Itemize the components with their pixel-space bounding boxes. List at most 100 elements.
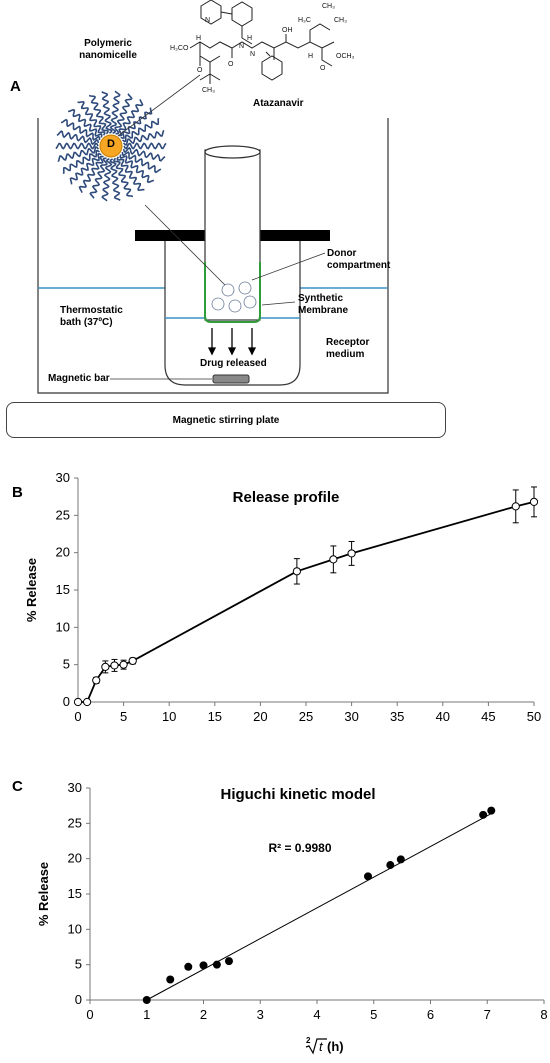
chart-title: Release profile xyxy=(233,489,340,506)
donor-tube-rim xyxy=(204,145,261,159)
polymer-chain xyxy=(67,108,103,138)
y-tick-label: 10 xyxy=(56,619,70,634)
thermostatic-bath-label: Thermostatic bath (37ºC) xyxy=(60,305,123,328)
polymer-chain xyxy=(109,158,121,201)
data-point xyxy=(292,567,301,576)
polymer-chain xyxy=(118,99,144,137)
data-point xyxy=(347,549,356,558)
n2-label: N xyxy=(250,51,255,58)
polymer-chain xyxy=(101,158,113,202)
data-point xyxy=(329,555,338,564)
h1-label: H xyxy=(196,35,201,42)
phenyl-ring-top xyxy=(231,1,253,27)
polymer-chain xyxy=(60,118,101,141)
data-point xyxy=(128,656,137,666)
x-tick-label: 1 xyxy=(143,1007,150,1022)
ch3-mid-label: CH₃ xyxy=(334,17,347,24)
data-point xyxy=(511,502,520,511)
drug-core-icon xyxy=(99,134,123,158)
phenyl-ring-bottom xyxy=(261,55,283,81)
h3-label: H xyxy=(308,53,313,60)
ch3-top-label: CH₃ xyxy=(322,3,335,10)
ch3-bottom-label: CH₃ xyxy=(202,87,215,94)
x-tick-label: 45 xyxy=(481,709,495,724)
polymer-chain xyxy=(56,130,100,146)
data-point xyxy=(166,975,175,984)
x-tick-label: 3 xyxy=(257,1007,264,1022)
o3-label: O xyxy=(320,65,326,72)
y-axis-label: % Release xyxy=(36,862,51,926)
x-tick-label: 5 xyxy=(120,709,127,724)
support-clamp-left xyxy=(135,230,210,241)
x-tick-label: 15 xyxy=(208,709,222,724)
atazanavir-label: Atazanavir xyxy=(253,98,304,109)
data-point xyxy=(110,661,119,670)
y-tick-label: 30 xyxy=(56,470,70,485)
polymer-chain xyxy=(57,146,99,163)
x-axis-label: Time (h) xyxy=(281,728,331,730)
synthetic-membrane xyxy=(204,262,261,323)
data-point xyxy=(199,961,208,970)
thermostatic-bath-walls xyxy=(37,118,389,394)
oh-label: OH xyxy=(282,27,293,34)
data-point xyxy=(386,861,395,870)
r-squared-annotation: R² = 0.9980 xyxy=(268,841,331,855)
data-point xyxy=(101,662,110,672)
panel-letter-b: B xyxy=(12,484,23,501)
x-tick-label: 30 xyxy=(344,709,358,724)
donor-micelles xyxy=(211,281,257,313)
magnetic-stirring-plate: Magnetic stirring plate xyxy=(6,402,446,438)
polymer-chain xyxy=(77,101,106,136)
polymer-chain xyxy=(69,152,102,185)
polymer-chain xyxy=(121,151,162,174)
y-tick-label: 0 xyxy=(63,694,70,709)
donor-compartment-label: Donor compartment xyxy=(327,248,391,271)
chart-title: Higuchi kinetic model xyxy=(220,786,375,803)
polymer-chain xyxy=(62,149,100,175)
root-index: 2 xyxy=(306,1036,311,1045)
support-clamp-right xyxy=(258,230,330,241)
polymer-chain xyxy=(114,93,133,135)
receptor-medium-label: Receptor medium xyxy=(326,337,370,360)
x-tick-label: 6 xyxy=(427,1007,434,1022)
polymer-chain xyxy=(120,107,153,140)
o2-label: O xyxy=(228,61,234,68)
polymer-chain xyxy=(123,142,167,150)
polymer-chain xyxy=(109,90,121,134)
n1-label: N xyxy=(239,43,244,50)
x-tick-label: 8 xyxy=(540,1007,547,1022)
h3co-label: H₃CO xyxy=(170,45,189,52)
x-tick-label: 5 xyxy=(370,1007,377,1022)
polymer-chain xyxy=(122,117,160,143)
y-tick-label: 20 xyxy=(56,545,70,560)
stirring-plate-label: Magnetic stirring plate xyxy=(172,415,280,426)
radicand: t xyxy=(319,1039,324,1054)
x-axis-unit: (h) xyxy=(327,1039,344,1054)
magnetic-bar xyxy=(212,374,250,384)
data-point xyxy=(119,660,128,669)
series-line xyxy=(78,501,535,703)
radical-sign xyxy=(305,1038,327,1055)
data-point xyxy=(487,806,496,815)
y-tick-label: 5 xyxy=(75,957,82,972)
y-tick-label: 0 xyxy=(75,992,82,1007)
y-tick-label: 5 xyxy=(63,657,70,672)
x-tick-label: 20 xyxy=(253,709,267,724)
release-apparatus-diagram: N CH₃ H₃C CH₃ OH N N H H H H₃CO OCH₃ O O… xyxy=(37,0,389,394)
x-tick-label: 0 xyxy=(86,1007,93,1022)
data-point xyxy=(479,810,488,819)
x-tick-label: 2 xyxy=(200,1007,207,1022)
y-tick-label: 25 xyxy=(68,815,82,830)
data-point xyxy=(83,697,92,707)
polymer-chain xyxy=(116,156,145,191)
x-tick-label: 4 xyxy=(313,1007,320,1022)
polymer-chain xyxy=(122,146,166,162)
h3c-label: H₃C xyxy=(298,17,311,24)
polymer-chain xyxy=(123,129,165,146)
polymer-chain xyxy=(101,91,113,134)
x-tick-label: 10 xyxy=(162,709,176,724)
polymer-chain xyxy=(88,94,109,135)
magnetic-bar-label: Magnetic bar xyxy=(48,373,110,384)
nanomicelle-label: Polymeric nanomicelle xyxy=(79,38,137,61)
x-tick-label: 50 xyxy=(527,709,541,724)
